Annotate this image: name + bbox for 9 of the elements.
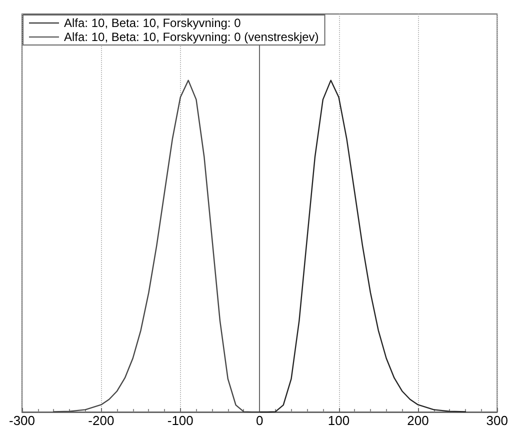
x-tick-label: -100 <box>167 413 194 427</box>
x-tick-label: 200 <box>407 413 429 427</box>
x-tick-label: 0 <box>256 413 264 427</box>
x-tick-label: -300 <box>8 413 36 427</box>
x-tick-label: -200 <box>88 413 114 427</box>
legend-label: Alfa: 10, Beta: 10, Forskyvning: 0 (venstreskjev) <box>64 30 319 44</box>
legend-label: Alfa: 10, Beta: 10, Forskyvning: 0 <box>64 16 242 30</box>
x-tick-label: 100 <box>328 413 350 427</box>
x-tick-label: 300 <box>486 413 508 427</box>
